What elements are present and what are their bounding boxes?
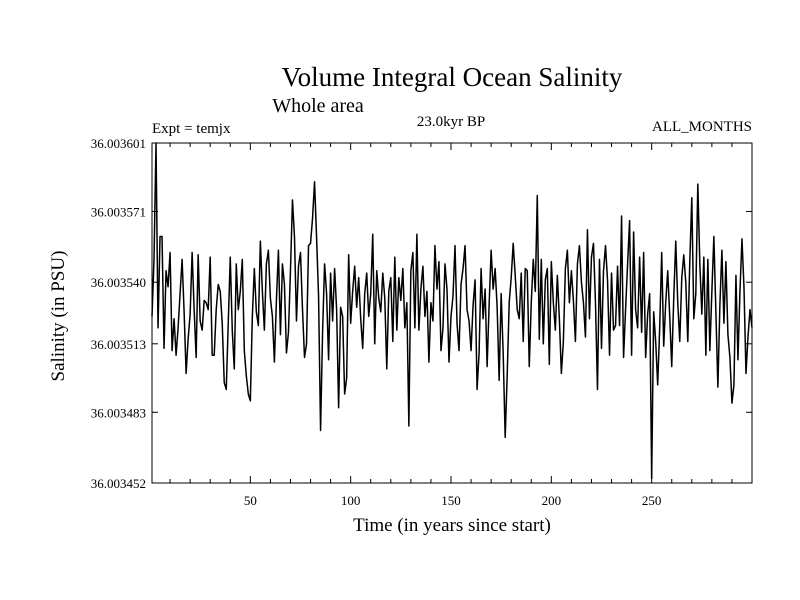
experiment-label: Expt = temjx — [152, 121, 231, 137]
x-tick-label: 150 — [441, 493, 461, 508]
y-tick-label: 36.003452 — [91, 476, 146, 491]
period-label: 23.0kyr BP — [417, 114, 485, 130]
x-tick-label: 250 — [642, 493, 662, 508]
series-layer — [151, 142, 753, 480]
x-axis-ticks: 50 100 150 200 250 — [169, 143, 733, 508]
y-axis-label: Salinity (in PSU) — [48, 251, 69, 382]
chart-subtitle: Whole area — [272, 95, 364, 117]
x-tick-label: 50 — [244, 493, 257, 508]
y-tick-label: 36.003571 — [91, 204, 146, 219]
series-line-salinity — [151, 142, 753, 480]
x-tick-label: 100 — [341, 493, 361, 508]
x-axis-label: Time (in years since start) — [353, 515, 551, 536]
x-tick-label: 200 — [542, 493, 562, 508]
y-tick-label: 36.003601 — [91, 136, 146, 151]
y-tick-label: 36.003540 — [91, 275, 146, 290]
months-label: ALL_MONTHS — [652, 119, 752, 135]
y-tick-label: 36.003513 — [91, 337, 146, 352]
y-tick-label: 36.003483 — [91, 405, 146, 420]
chart-title: Volume Integral Ocean Salinity — [282, 62, 623, 92]
